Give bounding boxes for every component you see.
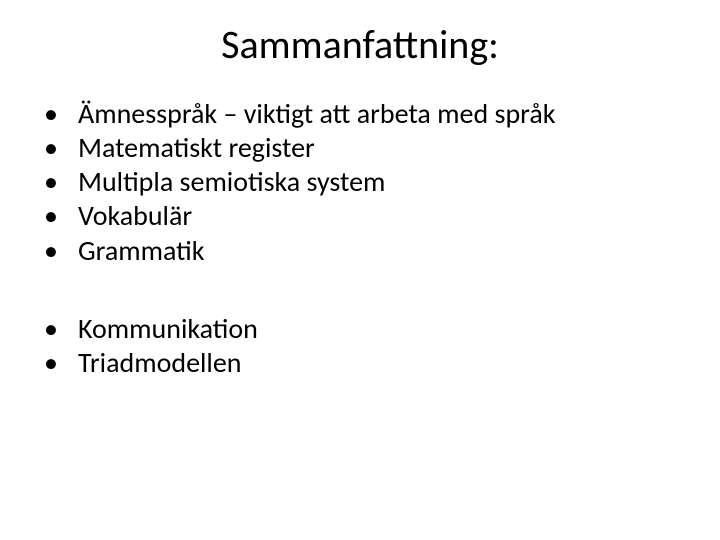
slide-title: Sammanfattning: [40,20,680,69]
slide: Sammanfattning: • Ämnesspråk – viktigt a… [0,0,720,540]
bullet-icon: • [40,234,78,268]
list-item: • Ämnesspråk – viktigt att arbeta med sp… [40,97,680,131]
bullet-text: Triadmodellen [78,346,680,380]
bullet-text: Vokabulär [78,199,680,233]
list-item: • Matematiskt register [40,131,680,165]
bullet-icon: • [40,131,78,165]
bullet-group-2: • Kommunikation • Triadmodellen [40,312,680,380]
bullet-icon: • [40,199,78,233]
list-item: • Kommunikation [40,312,680,346]
bullet-icon: • [40,97,78,131]
list-item: • Multipla semiotiska system [40,165,680,199]
bullet-icon: • [40,312,78,346]
bullet-text: Grammatik [78,234,680,268]
bullet-text: Matematiskt register [78,131,680,165]
bullet-group-1: • Ämnesspråk – viktigt att arbeta med sp… [40,97,680,268]
bullet-text: Multipla semiotiska system [78,165,680,199]
bullet-text: Kommunikation [78,312,680,346]
bullet-icon: • [40,346,78,380]
bullet-icon: • [40,165,78,199]
list-item: • Triadmodellen [40,346,680,380]
list-item: • Grammatik [40,234,680,268]
bullet-text: Ämnesspråk – viktigt att arbeta med språ… [78,97,680,131]
list-item: • Vokabulär [40,199,680,233]
